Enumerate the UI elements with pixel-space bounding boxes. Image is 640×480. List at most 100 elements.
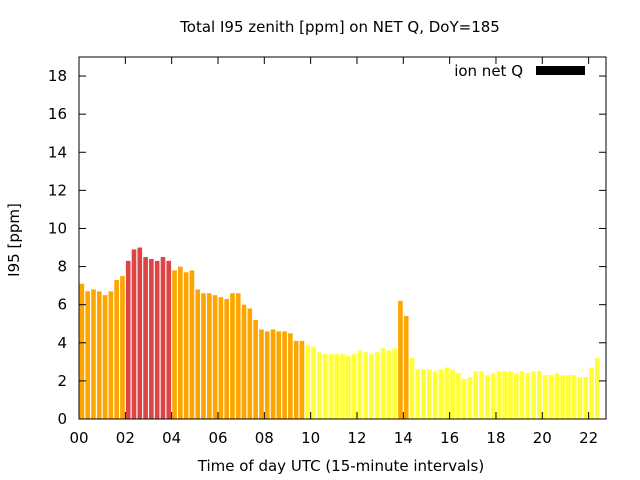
bar (108, 291, 114, 419)
bar (212, 295, 218, 419)
bar (577, 377, 583, 419)
bar (259, 329, 264, 419)
bar (357, 350, 363, 419)
y-tick-label: 18 (48, 67, 67, 85)
bar (571, 375, 577, 419)
bar (230, 293, 235, 419)
bar (421, 369, 426, 419)
x-tick-label: 18 (486, 429, 505, 447)
bar (224, 298, 229, 419)
bar (427, 369, 432, 419)
bar (131, 249, 137, 419)
y-tick-label: 2 (57, 372, 67, 390)
bar (276, 331, 282, 419)
bar (409, 358, 415, 419)
bar (345, 356, 351, 419)
bar (183, 272, 189, 419)
bar (467, 377, 473, 419)
bar (589, 367, 594, 419)
bar (340, 354, 345, 419)
bar (444, 367, 450, 419)
bar (380, 348, 386, 419)
bar (461, 378, 467, 419)
bar (189, 270, 195, 419)
plot-frame (78, 56, 607, 420)
legend-label: ion net Q (454, 62, 523, 80)
bar (502, 371, 507, 419)
bar (473, 371, 479, 419)
bar (456, 373, 461, 419)
bar (305, 344, 311, 419)
bar (270, 329, 276, 419)
bar (450, 369, 455, 419)
chart-title: Total I95 zenith [ppm] on NET Q, DoY=185 (179, 18, 500, 36)
x-tick-label: 06 (208, 429, 227, 447)
bar (322, 354, 328, 419)
x-tick-label: 16 (440, 429, 459, 447)
y-tick-label: 16 (48, 105, 67, 123)
bar (201, 293, 206, 419)
bar (438, 369, 444, 419)
bar (484, 375, 490, 419)
legend: ion net Q (454, 62, 585, 80)
bar (178, 266, 183, 419)
bar (264, 331, 270, 419)
bar (160, 257, 166, 419)
bar (79, 283, 85, 419)
x-tick-label: 00 (69, 429, 88, 447)
y-tick-label: 14 (48, 143, 67, 161)
y-tick-label: 4 (57, 334, 67, 352)
legend-swatch (536, 66, 585, 75)
x-tick-label: 14 (394, 429, 413, 447)
bar (241, 304, 247, 419)
bar (293, 340, 299, 419)
bar (398, 300, 403, 419)
bar (253, 319, 258, 419)
bar (508, 371, 513, 419)
bar (595, 358, 600, 419)
bar (566, 375, 571, 419)
y-tick-label: 12 (48, 181, 67, 199)
x-tick-label: 10 (301, 429, 320, 447)
bar (299, 340, 305, 419)
bar (542, 375, 548, 419)
bar (525, 373, 531, 419)
bar (432, 371, 438, 419)
x-tick-label: 22 (579, 429, 598, 447)
y-tick-label: 6 (57, 296, 67, 314)
bar (149, 258, 154, 419)
x-tick-label: 20 (533, 429, 552, 447)
bar (282, 331, 287, 419)
bar (96, 291, 102, 419)
bar (403, 316, 409, 419)
bar (548, 375, 554, 419)
y-tick-label: 10 (48, 219, 67, 237)
bar (120, 276, 125, 419)
bar (154, 260, 160, 419)
bar (369, 354, 374, 419)
bar (363, 352, 368, 419)
bar (218, 297, 224, 419)
bar (392, 348, 397, 419)
bar (519, 371, 525, 419)
y-tick-label: 0 (57, 410, 67, 428)
bar (166, 260, 172, 419)
bar (479, 371, 484, 419)
bar (351, 354, 357, 419)
bar (125, 260, 131, 419)
bar (537, 371, 542, 419)
bar (328, 354, 334, 419)
bar (317, 352, 322, 419)
bar (91, 289, 96, 419)
x-tick-label: 04 (162, 429, 181, 447)
bar (490, 373, 496, 419)
bar (374, 352, 380, 419)
x-tick-label: 12 (347, 429, 366, 447)
bar (415, 369, 421, 419)
bar (531, 371, 536, 419)
bar (195, 289, 201, 419)
bar (496, 371, 502, 419)
y-axis-label: I95 [ppm] (5, 203, 23, 277)
